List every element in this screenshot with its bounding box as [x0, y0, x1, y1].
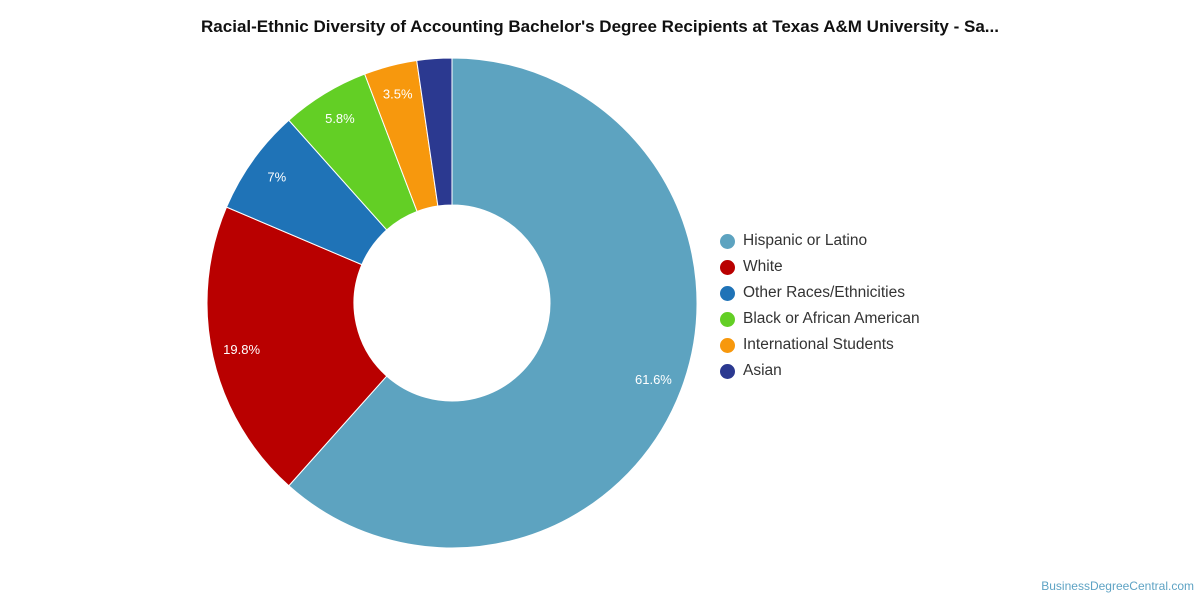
- legend-label: International Students: [743, 336, 894, 353]
- slice-asian[interactable]: [416, 57, 453, 207]
- legend-item[interactable]: Hispanic or Latino: [720, 228, 920, 254]
- slice-white[interactable]: [206, 206, 388, 487]
- slice-hispanic-or-latino[interactable]: [288, 57, 698, 549]
- legend-swatch: [720, 337, 735, 353]
- chart-title: Racial-Ethnic Diversity of Accounting Ba…: [201, 17, 999, 36]
- legend-label: Asian: [743, 362, 782, 379]
- legend-item[interactable]: White: [720, 254, 920, 280]
- legend-item[interactable]: Other Races/Ethnicities: [720, 280, 920, 306]
- legend-item[interactable]: Black or African American: [720, 306, 920, 332]
- legend-swatch: [720, 259, 735, 275]
- slice-label: 61.6%: [635, 372, 672, 387]
- credit-link[interactable]: BusinessDegreeCentral.com: [1041, 579, 1194, 593]
- legend-label: Hispanic or Latino: [743, 232, 868, 249]
- legend-swatch: [720, 233, 735, 249]
- slice-label: 3.5%: [383, 86, 413, 101]
- legend-swatch: [720, 363, 735, 379]
- legend: Hispanic or Latino White Other Races/Ethni…: [720, 228, 920, 384]
- slice-label: 7%: [267, 169, 286, 184]
- legend-item[interactable]: Asian: [720, 358, 920, 384]
- slice-labels-group: 61.6% 19.8% 7% 5.8% 3.5%: [223, 86, 672, 386]
- legend-swatch: [720, 285, 735, 301]
- legend-item[interactable]: International Students: [720, 332, 920, 358]
- legend-label: Other Races/Ethnicities: [743, 284, 905, 301]
- legend-swatch: [720, 311, 735, 327]
- legend-label: Black or African American: [743, 310, 920, 327]
- slice-label: 5.8%: [325, 111, 355, 126]
- legend-label: White: [743, 258, 783, 275]
- slice-label: 19.8%: [223, 342, 260, 357]
- slices-group: [206, 57, 698, 549]
